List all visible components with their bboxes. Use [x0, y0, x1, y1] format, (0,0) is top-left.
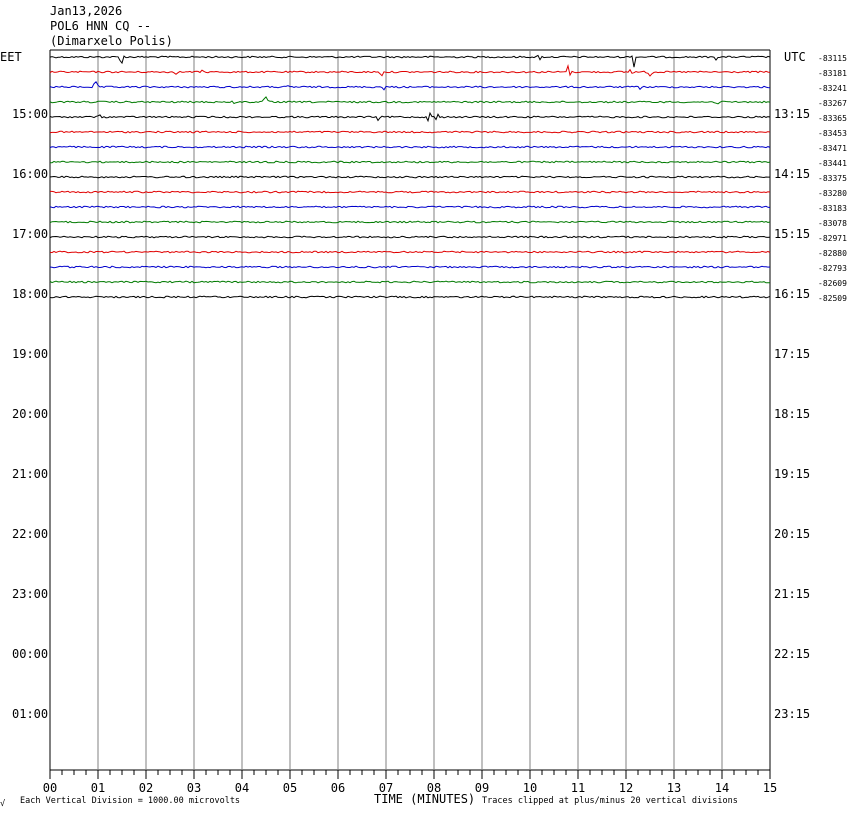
trace-offset-label: -82509	[818, 294, 847, 303]
trace-offset-label: -83078	[818, 219, 847, 228]
seismic-trace	[49, 250, 771, 254]
right-hour-label: 18:15	[774, 407, 810, 421]
left-hour-label: 00:00	[12, 647, 48, 661]
trace-offset-label: -83365	[818, 114, 847, 123]
left-hour-label: 16:00	[12, 167, 48, 181]
x-tick-label: 11	[571, 781, 585, 795]
seismic-trace	[49, 265, 771, 269]
seismic-trace	[49, 295, 771, 299]
x-tick-label: 06	[331, 781, 345, 795]
x-tick-label: 05	[283, 781, 297, 795]
left-timezone-label: EET	[0, 50, 22, 64]
chart-date: Jan13,2026	[50, 4, 123, 18]
x-tick-label: 12	[619, 781, 633, 795]
right-hour-label: 23:15	[774, 707, 810, 721]
seismic-trace	[49, 175, 770, 179]
left-hour-label: 20:00	[12, 407, 48, 421]
seismic-trace	[49, 130, 771, 134]
right-hour-label: 17:15	[774, 347, 810, 361]
right-timezone-label: UTC	[784, 50, 806, 64]
trace-offset-label: -83375	[818, 174, 847, 183]
seismic-trace	[49, 81, 771, 91]
x-tick-label: 04	[235, 781, 249, 795]
trace-offset-label: -82793	[818, 264, 847, 273]
trace-offset-label: -83280	[818, 189, 847, 198]
trace-offset-label: -82609	[818, 279, 847, 288]
x-tick-label: 09	[475, 781, 489, 795]
trace-offset-label: -83181	[818, 69, 847, 78]
station-location: (Dimarxelo Polis)	[50, 34, 173, 48]
station-code: POL6 HNN CQ --	[50, 19, 152, 33]
x-tick-label: 08	[427, 781, 441, 795]
seismic-trace	[50, 190, 771, 194]
right-hour-label: 20:15	[774, 527, 810, 541]
seismic-trace	[49, 145, 771, 149]
left-hour-label: 15:00	[12, 107, 48, 121]
trace-offset-label: -83453	[818, 129, 847, 138]
trace-offset-label: -83267	[818, 99, 847, 108]
right-hour-label: 16:15	[774, 287, 810, 301]
seismic-trace	[49, 96, 771, 105]
x-tick-label: 02	[139, 781, 153, 795]
x-tick-label: 01	[91, 781, 105, 795]
left-hour-label: 19:00	[12, 347, 48, 361]
x-tick-label: 13	[667, 781, 681, 795]
x-tick-label: 14	[715, 781, 729, 795]
trace-offset-label: -83441	[818, 159, 847, 168]
x-tick-label: 10	[523, 781, 537, 795]
right-hour-label: 15:15	[774, 227, 810, 241]
seismic-trace	[49, 54, 771, 68]
trace-offset-label: -82880	[818, 249, 847, 258]
trace-offset-label: -83183	[818, 204, 847, 213]
scale-note: Each Vertical Division = 1000.00 microvo…	[20, 796, 241, 806]
seismic-trace	[49, 63, 771, 77]
seismic-trace	[50, 160, 771, 164]
right-hour-label: 14:15	[774, 167, 810, 181]
trace-offset-label: -83471	[818, 144, 847, 153]
trace-offset-label: -82971	[818, 234, 847, 243]
left-hour-label: 17:00	[12, 227, 48, 241]
seismic-trace	[49, 280, 771, 284]
left-hour-label: 01:00	[12, 707, 48, 721]
seismic-trace	[49, 235, 771, 239]
left-hour-label: 22:00	[12, 527, 48, 541]
seismic-trace	[49, 205, 771, 209]
left-hour-label: 18:00	[12, 287, 48, 301]
corner-mark: √	[0, 799, 6, 809]
left-hour-label: 23:00	[12, 587, 48, 601]
right-hour-label: 22:15	[774, 647, 810, 661]
x-tick-label: 00	[43, 781, 57, 795]
x-tick-label: 15	[763, 781, 777, 795]
clip-note: Traces clipped at plus/minus 20 vertical…	[482, 796, 738, 806]
right-hour-label: 19:15	[774, 467, 810, 481]
trace-offset-label: -83241	[818, 84, 847, 93]
seismic-trace	[49, 111, 771, 123]
left-hour-label: 21:00	[12, 467, 48, 481]
x-axis-title: TIME (MINUTES)	[374, 792, 476, 806]
trace-offset-label: -83115	[818, 54, 847, 63]
seismic-trace	[49, 220, 771, 224]
x-tick-label: 03	[187, 781, 201, 795]
right-hour-label: 13:15	[774, 107, 810, 121]
right-hour-label: 21:15	[774, 587, 810, 601]
x-tick-label: 07	[379, 781, 393, 795]
